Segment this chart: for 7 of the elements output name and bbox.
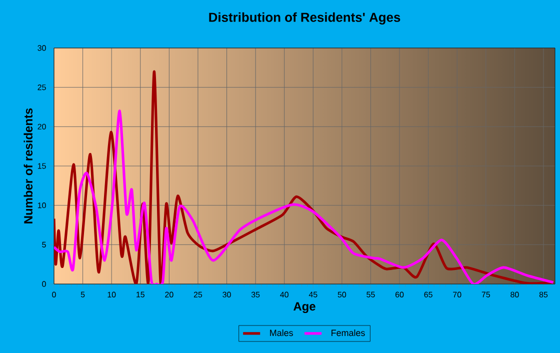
legend-label: Males: [270, 329, 293, 336]
line-series: [54, 110, 555, 284]
legend-label: Females: [332, 329, 365, 336]
x-axis-title: Age: [294, 302, 316, 314]
chart-title: Distribution of Residents' Ages: [209, 12, 400, 25]
line-series: [54, 70, 555, 284]
y-axis-title: Number of residents: [24, 108, 33, 224]
